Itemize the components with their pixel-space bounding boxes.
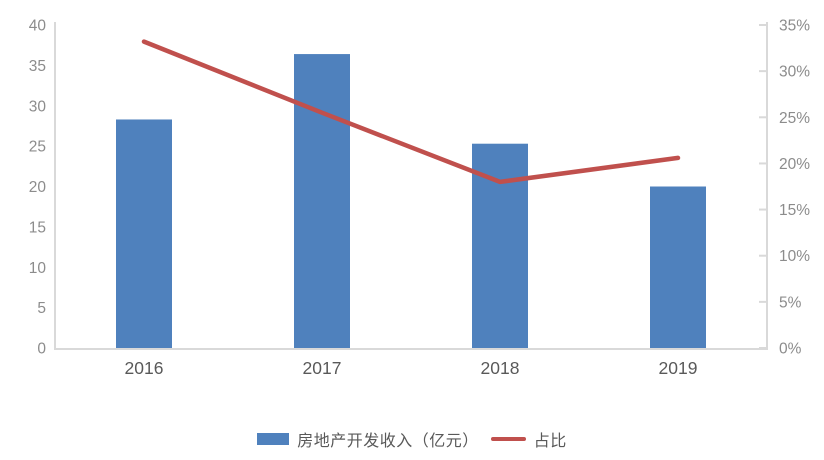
x-axis-label: 2017 <box>303 358 342 378</box>
chart-canvas: 0 5 10 15 20 25 30 35 40 0% 5% 10% 15% 20% 25% 30% 35% 20… <box>29 18 810 379</box>
legend-label-revenue: 房地产开发收入（亿元） <box>297 433 479 450</box>
ratio-line <box>141 39 681 185</box>
x-axis-label: 2016 <box>125 358 164 378</box>
x-axis-label: 2018 <box>481 358 520 378</box>
bar-2019 <box>650 186 706 348</box>
left-axis-label: 10 <box>29 260 47 277</box>
right-axis-label: 15% <box>779 202 810 219</box>
chart-legend: 房地产开发收入（亿元） 占比 <box>0 424 824 454</box>
left-axis-label: 35 <box>29 58 46 75</box>
left-axis-label: 40 <box>29 18 47 35</box>
line-series-swatch <box>490 437 526 441</box>
right-axis-label: 30% <box>779 64 810 81</box>
right-axis-label: 10% <box>779 248 810 265</box>
left-axis-label: 25 <box>29 139 46 156</box>
legend-item-ratio: 占比 <box>490 427 567 451</box>
legend-label-ratio: 占比 <box>533 433 567 450</box>
left-axis-label: 20 <box>29 179 47 196</box>
right-axis-label: 35% <box>779 18 810 35</box>
left-axis-label: 15 <box>29 219 46 236</box>
left-axis-label: 0 <box>37 341 46 358</box>
right-axis-label: 0% <box>779 341 802 358</box>
legend-item-revenue: 房地产开发收入（亿元） <box>257 427 479 451</box>
right-axis-label: 20% <box>779 156 810 173</box>
bar-2016 <box>116 119 172 348</box>
right-axis-label: 5% <box>779 294 802 311</box>
right-axis-label: 25% <box>779 110 810 127</box>
x-axis-label: 2019 <box>659 358 698 378</box>
left-axis-label: 5 <box>37 300 46 317</box>
bar-2017 <box>294 54 350 348</box>
bar-series-swatch <box>257 433 290 445</box>
left-axis-label: 30 <box>29 98 47 115</box>
